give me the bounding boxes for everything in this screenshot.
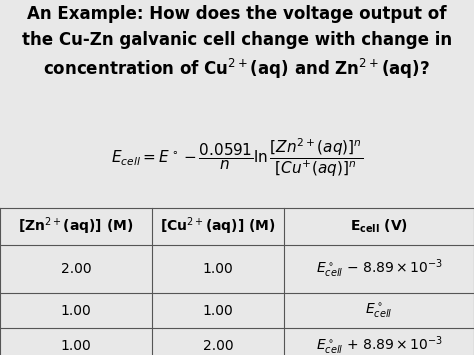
Text: [Zn$^{2+}$(aq)] (M): [Zn$^{2+}$(aq)] (M): [18, 215, 134, 237]
Text: 1.00: 1.00: [203, 262, 233, 276]
Text: $E_{cell} = E^\circ - \dfrac{0.0591}{n} \ln \dfrac{[Zn^{2+}(aq)]^n}{[Cu^{+}(aq)]: $E_{cell} = E^\circ - \dfrac{0.0591}{n} …: [111, 137, 363, 179]
Text: $E^\circ_{cell}$ $+$ $8.89 \times 10^{-3}$: $E^\circ_{cell}$ $+$ $8.89 \times 10^{-3…: [316, 335, 443, 355]
Text: [Cu$^{2+}$(aq)] (M): [Cu$^{2+}$(aq)] (M): [160, 215, 276, 237]
Text: 2.00: 2.00: [203, 339, 233, 353]
Text: 2.00: 2.00: [61, 262, 91, 276]
Text: $\mathbf{E_{cell}}$ (V): $\mathbf{E_{cell}}$ (V): [350, 218, 408, 235]
Text: An Example: How does the voltage output of: An Example: How does the voltage output …: [27, 5, 447, 23]
Text: 1.00: 1.00: [203, 304, 233, 318]
Text: concentration of Cu$^{2+}$(aq) and Zn$^{2+}$(aq)?: concentration of Cu$^{2+}$(aq) and Zn$^{…: [44, 56, 430, 81]
Text: 1.00: 1.00: [61, 339, 91, 353]
Text: $E^\circ_{cell}$ $-$ $8.89 \times 10^{-3}$: $E^\circ_{cell}$ $-$ $8.89 \times 10^{-3…: [316, 258, 443, 280]
Text: the Cu-Zn galvanic cell change with change in: the Cu-Zn galvanic cell change with chan…: [22, 31, 452, 49]
Text: 1.00: 1.00: [61, 304, 91, 318]
Text: $E^\circ_{cell}$: $E^\circ_{cell}$: [365, 301, 393, 320]
